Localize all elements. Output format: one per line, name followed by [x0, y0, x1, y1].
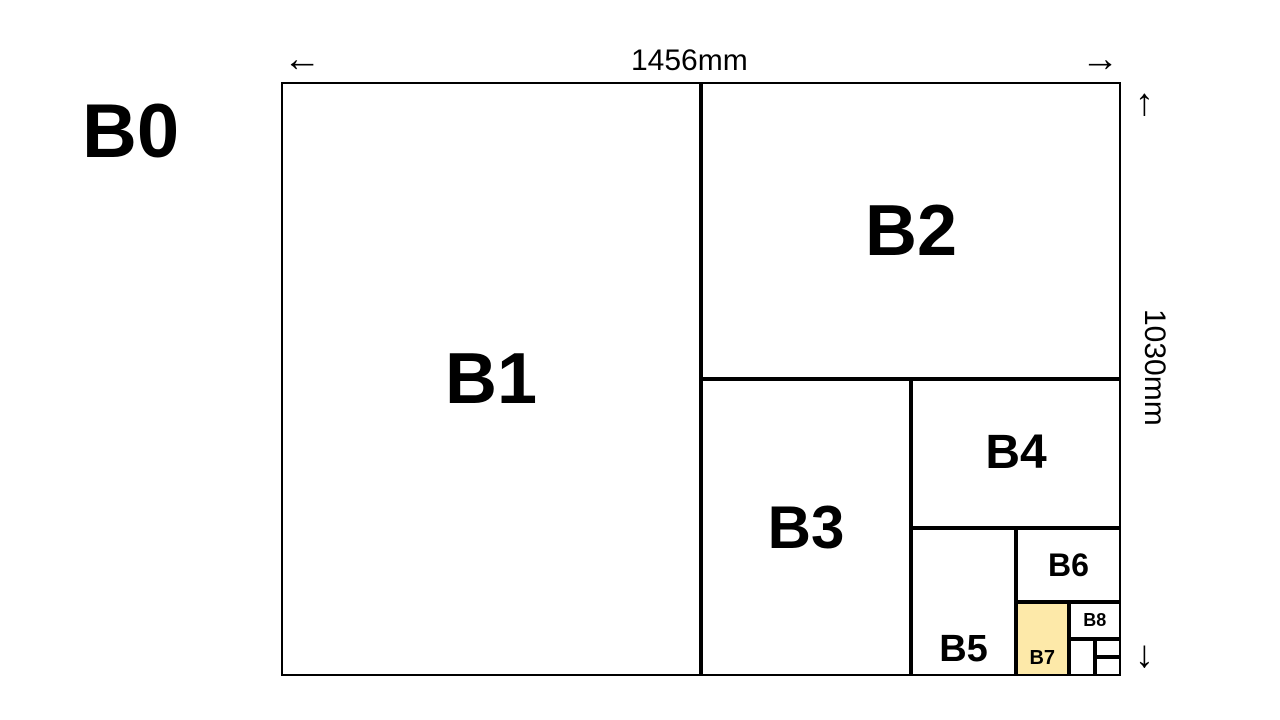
- cell-b1: B1: [281, 82, 701, 676]
- cell-b8: B8: [1069, 602, 1122, 639]
- cell-b10: [1095, 639, 1121, 658]
- cell-label-b8: B8: [1083, 611, 1106, 629]
- cell-b5: B5: [911, 528, 1016, 677]
- arrow-left-icon: ←: [283, 40, 321, 78]
- cell-b6: B6: [1016, 528, 1121, 602]
- arrow-right-icon: →: [1081, 40, 1119, 78]
- paper-size-diagram: B0 ← 1456mm → ↑ 1030mm ↓ B1 B2 B3 B4 B5 B6 B7 B…: [0, 0, 1280, 720]
- cell-b4: B4: [911, 379, 1121, 528]
- cell-label-b5: B5: [939, 630, 988, 668]
- arrow-up-icon: ↑: [1135, 84, 1154, 122]
- arrow-down-icon: ↓: [1135, 636, 1154, 674]
- cell-b9: [1069, 639, 1095, 676]
- cell-b11: [1095, 657, 1121, 676]
- cell-label-b7: B7: [1029, 648, 1055, 668]
- width-dimension-label: 1456mm: [631, 46, 748, 76]
- cell-label-b2: B2: [865, 195, 957, 267]
- height-dimension-label: 1030mm: [1139, 309, 1169, 426]
- diagram-title: B0: [82, 94, 179, 170]
- cell-b7: B7: [1016, 602, 1069, 676]
- cell-label-b1: B1: [445, 343, 537, 415]
- cell-label-b4: B4: [985, 429, 1046, 477]
- cell-label-b3: B3: [768, 498, 845, 558]
- cell-b2: B2: [701, 82, 1121, 379]
- cell-label-b6: B6: [1048, 549, 1089, 581]
- cell-b3: B3: [701, 379, 911, 676]
